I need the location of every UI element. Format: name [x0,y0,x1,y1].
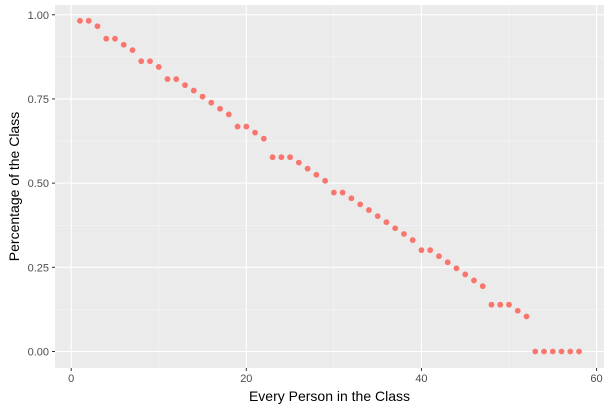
data-point [322,177,329,184]
data-point [199,93,206,100]
data-point [436,253,442,260]
data-point [252,129,258,136]
y-tick-label: 0.50 [28,178,49,190]
data-point [462,271,469,278]
data-point [260,135,267,142]
data-point [576,348,582,355]
y-tick-label: 0.75 [28,94,49,106]
data-point [514,307,521,314]
data-point [488,301,495,308]
data-point [339,189,346,196]
minor-gridlines [55,5,604,368]
data-point [453,265,460,272]
x-tick-label: 20 [240,373,252,385]
data-point [173,76,180,82]
data-point [427,247,434,254]
y-tick-label: 1.00 [28,10,49,22]
data-point [541,348,547,355]
data-point [234,123,241,130]
data-point [304,165,311,172]
data-point [549,348,556,355]
data-point [182,82,188,89]
data-point [532,348,539,355]
data-point [418,247,425,254]
data-point [147,58,153,65]
y-tick-label: 0.00 [28,347,49,359]
data-point [243,123,250,130]
data-point [383,219,390,226]
data-point [225,111,232,118]
data-point [112,35,118,42]
data-point [506,301,512,308]
data-point [208,99,215,106]
data-point [287,154,293,161]
data-points [77,17,582,355]
data-point [217,105,223,112]
major-gridlines [55,5,604,368]
data-point [129,47,136,54]
data-point [374,213,381,220]
data-point [348,195,355,202]
data-point [401,231,407,237]
data-point [357,201,364,208]
data-point [190,87,197,94]
data-point [103,35,110,42]
data-point [138,58,145,65]
data-point [278,154,285,161]
data-point [479,283,486,290]
y-axis-ticks: 0.00 0.25 0.50 0.75 1.00 [28,10,55,359]
data-point [295,159,302,166]
y-axis-title: Percentage of the Class [6,112,22,261]
x-tick-label: 0 [68,373,74,385]
data-point [77,17,83,24]
data-point [523,313,530,320]
data-point [558,348,565,355]
data-point [155,64,162,70]
data-point [497,301,504,308]
x-tick-label: 60 [590,373,602,385]
data-point [392,225,399,232]
data-point [85,17,92,24]
data-point [471,277,477,284]
x-axis-ticks: 0 20 40 60 [68,368,603,385]
data-point [567,348,574,355]
data-point [409,237,416,243]
data-point [313,171,320,178]
plot-panel [55,5,604,368]
data-point [366,207,372,213]
data-point [269,154,276,161]
x-tick-label: 40 [415,373,427,385]
data-point [330,189,337,196]
data-point [94,23,101,30]
y-tick-label: 0.25 [28,262,49,274]
x-axis-title: Every Person in the Class [249,388,410,404]
data-point [444,259,451,266]
data-point [164,76,171,82]
data-point [120,41,127,48]
